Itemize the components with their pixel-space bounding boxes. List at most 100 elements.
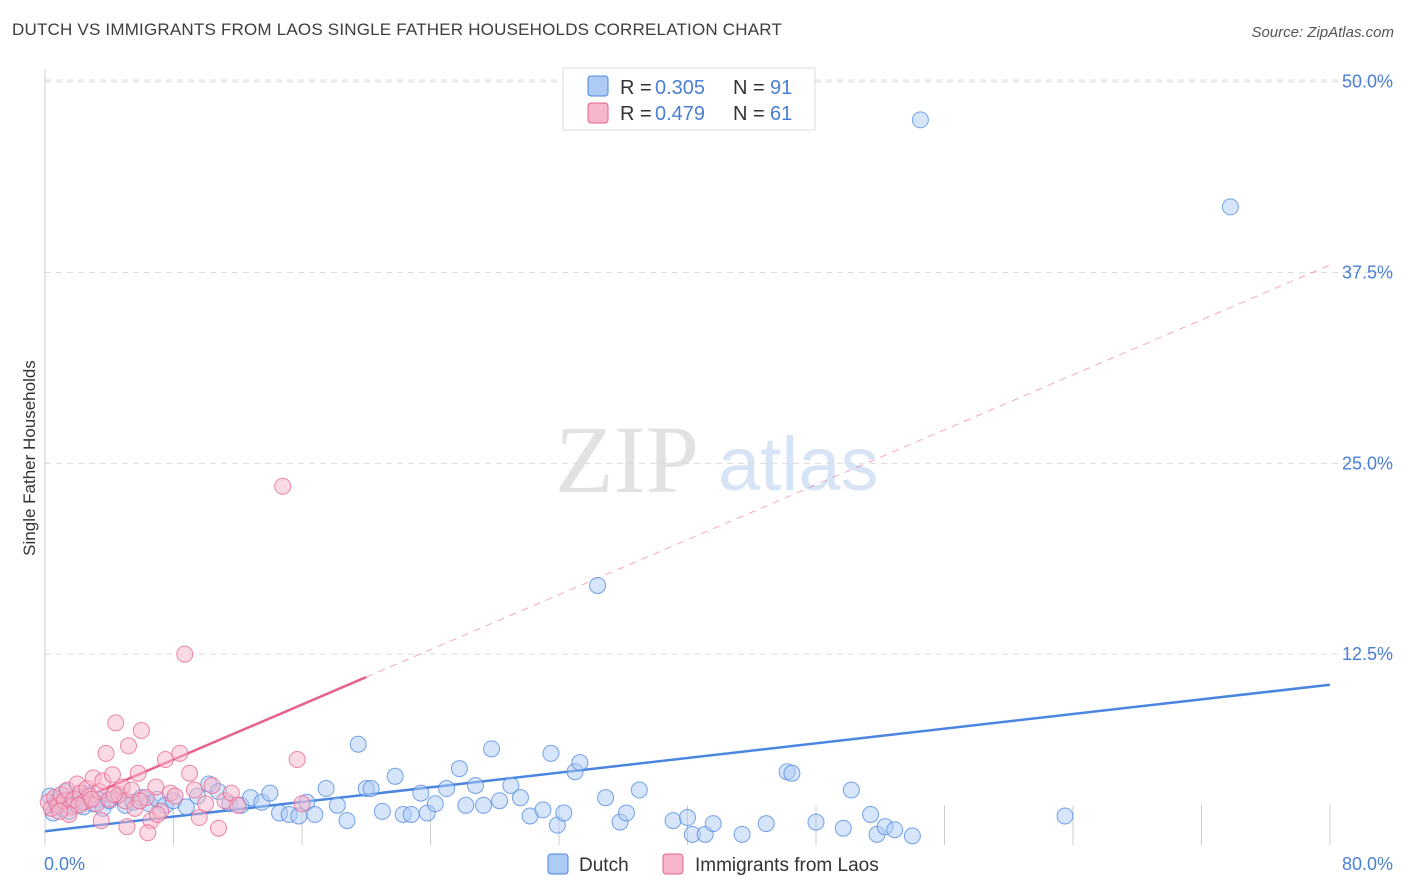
y-axis-label: Single Father Households	[20, 360, 39, 556]
legend-dutch-n-label: N =	[733, 77, 765, 99]
dutch-point	[571, 754, 589, 772]
bottom-legend-swatch-laos	[662, 853, 684, 875]
laos-point	[176, 645, 194, 663]
laos-point	[209, 819, 227, 837]
legend-laos-r-value: 0.479	[655, 103, 705, 125]
dutch-point	[349, 735, 367, 753]
laos-point	[83, 790, 101, 808]
laos-point	[120, 737, 138, 755]
dutch-point	[842, 781, 860, 799]
stats-legend: R = 0.305 N = 91 R = 0.479 N = 61	[562, 67, 816, 131]
legend-dutch-n-value: 91	[770, 77, 792, 99]
laos-point	[50, 802, 68, 820]
dutch-point	[834, 819, 852, 837]
chart-title: DUTCH VS IMMIGRANTS FROM LAOS SINGLE FAT…	[12, 20, 783, 39]
watermark-atlas: atlas	[718, 422, 879, 507]
dutch-point	[457, 796, 475, 814]
dutch-point	[306, 805, 324, 823]
dutch-point	[373, 802, 391, 820]
dutch-point	[177, 798, 195, 816]
dutch-point	[617, 804, 635, 822]
dutch-point	[402, 805, 420, 823]
dutch-point	[534, 801, 552, 819]
laos-point	[131, 792, 149, 810]
laos-point	[103, 766, 121, 784]
dutch-point	[426, 795, 444, 813]
dutch-point	[679, 809, 696, 827]
y-tick-label: 37.5%	[1342, 263, 1393, 283]
dutch-point	[903, 827, 921, 845]
dutch-point	[450, 760, 468, 778]
laos-point	[181, 764, 199, 782]
dutch-point	[589, 576, 607, 594]
dutch-point	[491, 792, 509, 810]
laos-point	[166, 787, 184, 805]
legend-laos-r-label: R =	[620, 103, 652, 125]
laos-point	[97, 744, 115, 762]
dutch-point	[733, 825, 751, 843]
dutch-point	[757, 815, 775, 833]
dutch-point	[261, 784, 279, 802]
bottom-legend-swatch-dutch	[547, 853, 569, 875]
dutch-point	[704, 815, 722, 833]
laos-point	[132, 722, 150, 740]
watermark-zip: ZIP	[555, 406, 699, 513]
legend-dutch-r-label: R =	[620, 77, 652, 99]
laos-point	[274, 477, 292, 495]
dutch-point	[1221, 198, 1239, 216]
laos-point	[197, 795, 215, 813]
y-tick-label: 50.0%	[1342, 72, 1393, 92]
laos-point	[129, 764, 147, 782]
dutch-point	[386, 767, 404, 785]
laos-point	[229, 796, 247, 814]
laos-point	[190, 809, 208, 827]
x-tick-label-min: 0.0%	[44, 854, 85, 874]
dutch-point	[664, 812, 682, 830]
dutch-point	[466, 776, 484, 794]
dutch-point	[783, 764, 801, 782]
dutch-point	[317, 780, 335, 798]
laos-point	[118, 818, 136, 836]
dutch-point	[886, 821, 904, 839]
laos-point	[92, 812, 110, 830]
dutch-point	[438, 780, 456, 798]
dutch-point	[328, 796, 346, 814]
dutch-point	[862, 805, 880, 823]
legend-dutch-r-value: 0.305	[655, 77, 705, 99]
bottom-legend-dutch: Dutch	[579, 855, 629, 876]
dutch-point	[630, 781, 648, 799]
chart-source: Source: ZipAtlas.com	[1251, 24, 1394, 41]
dutch-point	[911, 111, 929, 129]
data-points	[39, 111, 1239, 845]
laos-point	[105, 786, 123, 804]
laos-point	[293, 795, 311, 813]
laos-point	[185, 781, 203, 799]
dutch-point	[542, 744, 560, 762]
y-tick-label: 12.5%	[1342, 644, 1393, 664]
laos-point	[288, 751, 306, 769]
dutch-point	[511, 789, 529, 807]
bottom-legend-laos: Immigrants from Laos	[695, 855, 879, 876]
dutch-point	[807, 813, 825, 831]
laos-point	[156, 751, 174, 769]
legend-laos-n-value: 61	[770, 103, 792, 125]
dutch-point	[483, 740, 501, 758]
legend-swatch-laos	[587, 102, 609, 124]
legend-swatch-dutch	[587, 75, 609, 97]
tick-labels: 12.5% 25.0% 37.5% 50.0% 0.0% 80.0%	[44, 72, 1393, 874]
laos-point	[203, 776, 221, 794]
dutch-point	[1056, 807, 1074, 825]
laos-point	[139, 824, 157, 842]
y-tick-label: 25.0%	[1342, 453, 1393, 473]
laos-point	[107, 714, 125, 732]
dutch-point	[555, 804, 573, 822]
laos-point	[148, 805, 166, 823]
trend-lines	[44, 264, 1331, 833]
laos-point	[171, 744, 189, 762]
dutch-point	[338, 812, 356, 830]
series-legend: Dutch Immigrants from Laos	[547, 853, 879, 876]
laos-point	[147, 778, 165, 796]
laos-trend-extension	[366, 264, 1331, 678]
dutch-point	[412, 784, 430, 802]
